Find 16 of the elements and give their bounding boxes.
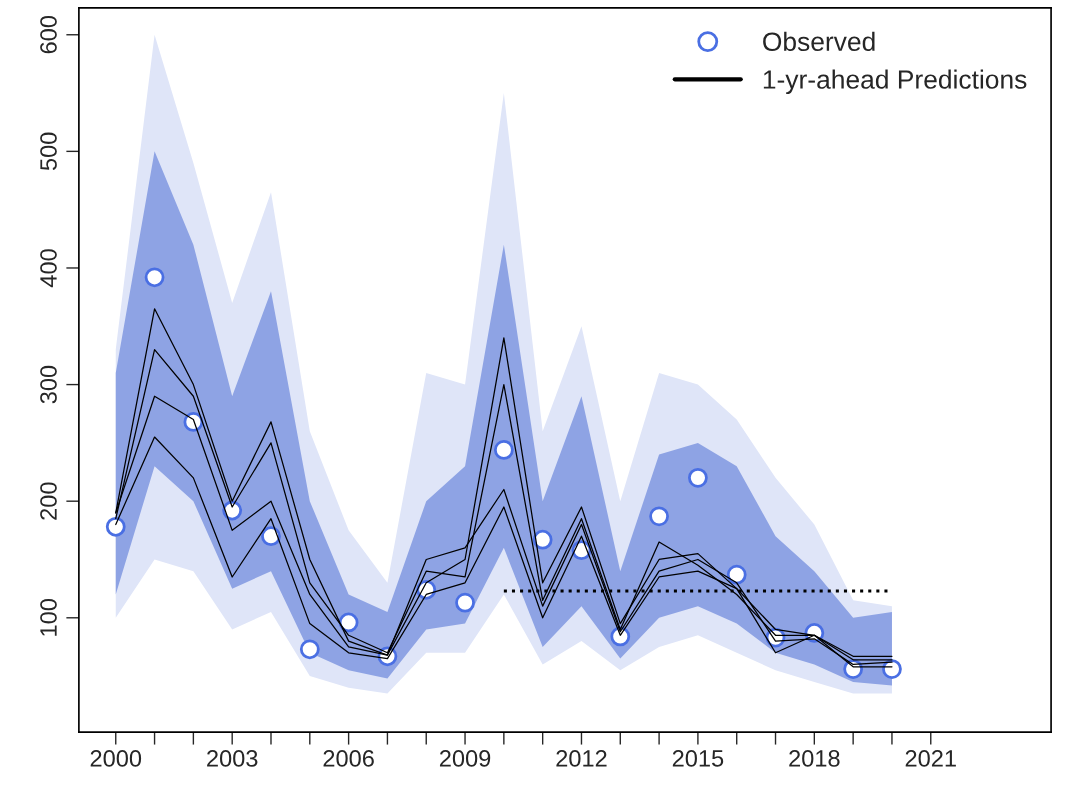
x-tick-label: 2009 (439, 750, 491, 767)
x-tick-label: 2018 (789, 750, 840, 767)
x-tick-label: 2000 (90, 750, 142, 767)
y-tick-label: 500 (40, 132, 57, 171)
y-tick-label: 200 (40, 482, 57, 520)
legend-label: 1-yr-ahead Predictions (763, 69, 1027, 95)
x-tick-label: 2006 (323, 750, 374, 767)
x-tick-label: 2003 (207, 750, 258, 767)
x-tick-label: 2012 (556, 750, 607, 767)
y-tick-label: 400 (40, 249, 57, 288)
legend-label: Observed (763, 31, 875, 52)
y-tick-label: 100 (40, 599, 57, 636)
x-tick-label: 2015 (672, 750, 724, 767)
x-tick-label: 2021 (905, 750, 956, 767)
y-tick-label: 600 (40, 15, 57, 54)
y-tick-label: 300 (40, 365, 57, 404)
